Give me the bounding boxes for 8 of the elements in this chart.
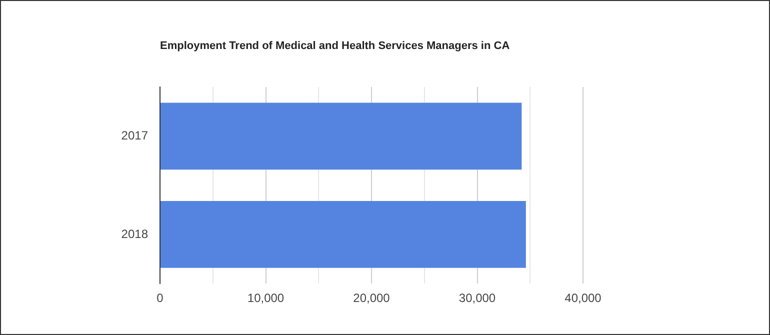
x-tick-label: 0 [156, 291, 164, 306]
x-tick-label: 40,000 [564, 291, 602, 306]
x-tick-label: 10,000 [247, 291, 284, 306]
chart-title: Employment Trend of Medical and Health Services Managers in CA [160, 40, 510, 52]
y-tick-label: 2017 [121, 128, 148, 142]
y-tick-label: 2018 [121, 226, 148, 241]
x-tick-label: 30,000 [458, 291, 496, 306]
x-tick-label: 20,000 [353, 291, 390, 306]
